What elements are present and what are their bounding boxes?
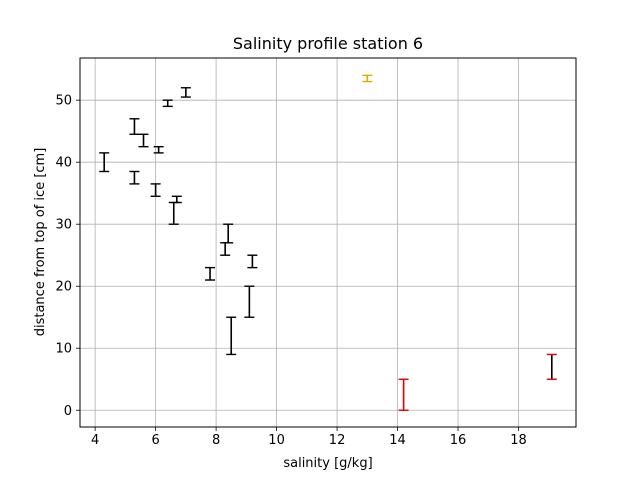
x-tick-label: 18: [510, 433, 527, 448]
y-tick-label: 40: [55, 156, 72, 171]
error-bar: [129, 118, 140, 135]
x-tick-label: 8: [212, 433, 220, 448]
error-bar: [205, 266, 216, 281]
error-bar: [99, 152, 110, 173]
x-axis-label: salinity [g/kg]: [283, 456, 372, 471]
error-bar: [398, 378, 409, 411]
plot-frame: [79, 57, 577, 428]
error-bar: [180, 87, 191, 98]
error-bar: [546, 353, 557, 380]
chart-title: Salinity profile station 6: [233, 34, 423, 53]
error-bar: [150, 183, 161, 197]
y-axis-label: distance from top of ice [cm]: [33, 148, 48, 337]
y-tick-label: 0: [64, 404, 72, 419]
error-bars: [99, 74, 557, 411]
y-tick-label: 30: [55, 218, 72, 233]
error-bar: [244, 285, 255, 318]
error-bar: [362, 74, 373, 83]
plot-area: [80, 58, 576, 427]
x-tick-label: 14: [389, 433, 406, 448]
x-tick-label: 6: [151, 433, 159, 448]
x-tick-label: 16: [450, 433, 467, 448]
error-bar: [220, 242, 231, 256]
x-axis-ticks: 4 6 8 10 12 14 16 18: [91, 427, 527, 448]
x-tick-label: 4: [91, 433, 99, 448]
grid-lines: [80, 58, 576, 427]
error-bar: [168, 201, 179, 225]
y-tick-label: 10: [55, 342, 72, 357]
error-bar: [162, 99, 173, 108]
error-bar: [138, 133, 149, 148]
error-bar: [153, 145, 164, 154]
error-bar: [247, 254, 258, 269]
error-bar: [129, 170, 140, 185]
error-bar: [226, 316, 237, 356]
y-axis-ticks: 0 10 20 30 40 50: [55, 94, 80, 419]
y-tick-label: 50: [55, 94, 72, 109]
x-tick-label: 12: [329, 433, 346, 448]
x-tick-label: 10: [268, 433, 285, 448]
y-tick-label: 20: [55, 280, 72, 295]
